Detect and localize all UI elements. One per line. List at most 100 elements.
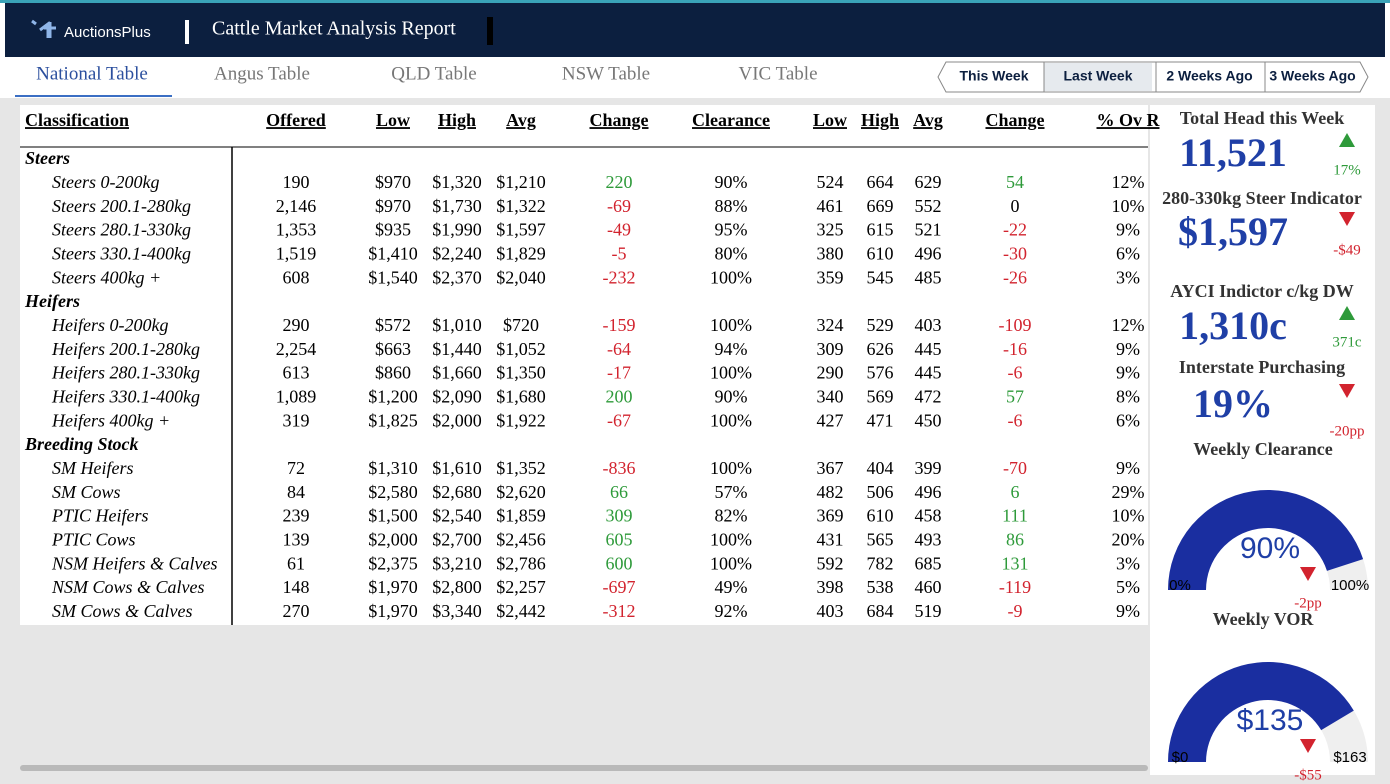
cell: 427 <box>817 410 844 430</box>
tab[interactable]: QLD Table <box>391 63 476 84</box>
week-button[interactable]: 3 Weeks Ago <box>1269 68 1355 84</box>
row-label: NSM Cows & Calves <box>51 577 205 597</box>
cell: 524 <box>817 172 844 192</box>
column-header: Low <box>376 110 410 130</box>
kpi-value: 19% <box>1193 381 1273 426</box>
cell: 669 <box>867 196 894 216</box>
cell: 552 <box>915 196 942 216</box>
kpi-title: 280-330kg Steer Indicator <box>1162 188 1362 208</box>
cell: 57 <box>1006 387 1024 407</box>
tab[interactable]: NSW Table <box>562 63 650 84</box>
cell: 94% <box>715 339 748 359</box>
cell: 6% <box>1116 243 1140 263</box>
row-label: Heifers 200.1-280kg <box>51 339 200 359</box>
cell: 340 <box>817 387 844 407</box>
report-title: Cattle Market Analysis Report <box>212 18 456 40</box>
cell: 139 <box>283 530 310 550</box>
cell: $860 <box>375 363 411 383</box>
column-header: Offered <box>266 110 326 130</box>
cell: 493 <box>915 530 942 550</box>
cell: $572 <box>375 315 411 335</box>
cell: 148 <box>283 577 310 597</box>
kpi-title: Interstate Purchasing <box>1179 357 1345 377</box>
cell: 100% <box>710 315 752 335</box>
column-header: Avg <box>913 110 943 130</box>
tab[interactable]: VIC Table <box>738 63 817 84</box>
group-label: Steers <box>25 148 70 168</box>
cell: $1,350 <box>496 363 546 383</box>
kpi-arrow <box>1339 133 1355 147</box>
cell: 72 <box>287 458 305 478</box>
cell: $663 <box>375 339 411 359</box>
cell: -109 <box>999 315 1032 335</box>
row-label: Steers 0-200kg <box>52 172 159 192</box>
cell: 95% <box>715 220 748 240</box>
cell: 9% <box>1116 601 1140 621</box>
tab-underline <box>15 95 172 97</box>
cell: -17 <box>607 363 631 383</box>
cell: $3,340 <box>432 601 482 621</box>
cell: 0 <box>1011 196 1020 216</box>
cell: 80% <box>715 243 748 263</box>
cell: 615 <box>867 220 894 240</box>
gauge-delta: -2pp <box>1294 595 1322 611</box>
cell: $1,829 <box>496 243 546 263</box>
cell: 29% <box>1112 482 1145 502</box>
cell: -9 <box>1008 601 1023 621</box>
cell: $3,210 <box>432 553 482 573</box>
cell: 20% <box>1112 530 1145 550</box>
cell: $2,456 <box>496 530 546 550</box>
column-header: Clearance <box>692 110 770 130</box>
cell: 8% <box>1116 387 1140 407</box>
tab[interactable]: National Table <box>36 63 148 84</box>
cell: 88% <box>715 196 748 216</box>
cell: 1,519 <box>276 243 317 263</box>
kpi-value: $1,597 <box>1178 209 1288 254</box>
week-button[interactable]: Last Week <box>1064 68 1133 84</box>
cell: 309 <box>817 339 844 359</box>
cell: $2,620 <box>496 482 546 502</box>
cell: 131 <box>1002 553 1029 573</box>
cell: 626 <box>867 339 894 359</box>
cell: 431 <box>817 530 844 550</box>
cell: $1,200 <box>368 387 418 407</box>
kpi-delta: 17% <box>1333 162 1361 178</box>
cell: 782 <box>867 553 894 573</box>
cell: 100% <box>710 267 752 287</box>
cell: 506 <box>867 482 894 502</box>
cell: $1,310 <box>368 458 418 478</box>
cell: 3% <box>1116 553 1140 573</box>
cell: -70 <box>1003 458 1027 478</box>
row-label: Heifers 330.1-400kg <box>51 387 200 407</box>
week-button[interactable]: This Week <box>960 68 1029 84</box>
cell: 190 <box>283 172 310 192</box>
cell: -836 <box>603 458 636 478</box>
cell: 290 <box>283 315 310 335</box>
scrollbar[interactable] <box>20 765 1148 771</box>
cell: -312 <box>603 601 636 621</box>
cell: 613 <box>283 363 310 383</box>
cell: -6 <box>1008 363 1023 383</box>
column-header: Change <box>985 110 1044 130</box>
cell: $1,440 <box>432 339 482 359</box>
kpi-delta: -$49 <box>1333 242 1361 258</box>
cell: 545 <box>867 267 894 287</box>
cell: -232 <box>603 267 636 287</box>
cell: 290 <box>817 363 844 383</box>
row-label: PTIC Heifers <box>51 506 149 526</box>
week-button[interactable]: 2 Weeks Ago <box>1166 68 1252 84</box>
tab[interactable]: Angus Table <box>214 63 310 84</box>
cell: 538 <box>867 577 894 597</box>
cell: 270 <box>283 601 310 621</box>
cell: $1,010 <box>432 315 482 335</box>
cursor-block <box>487 17 493 45</box>
cell: 220 <box>606 172 633 192</box>
gauge-fill <box>1168 489 1364 590</box>
kpi-value: 11,521 <box>1179 130 1287 175</box>
cell: 3% <box>1116 267 1140 287</box>
cell: 12% <box>1112 315 1145 335</box>
cell: $970 <box>375 196 411 216</box>
kpi-arrow <box>1339 212 1355 226</box>
cell: $2,540 <box>432 506 482 526</box>
cell: 359 <box>817 267 844 287</box>
